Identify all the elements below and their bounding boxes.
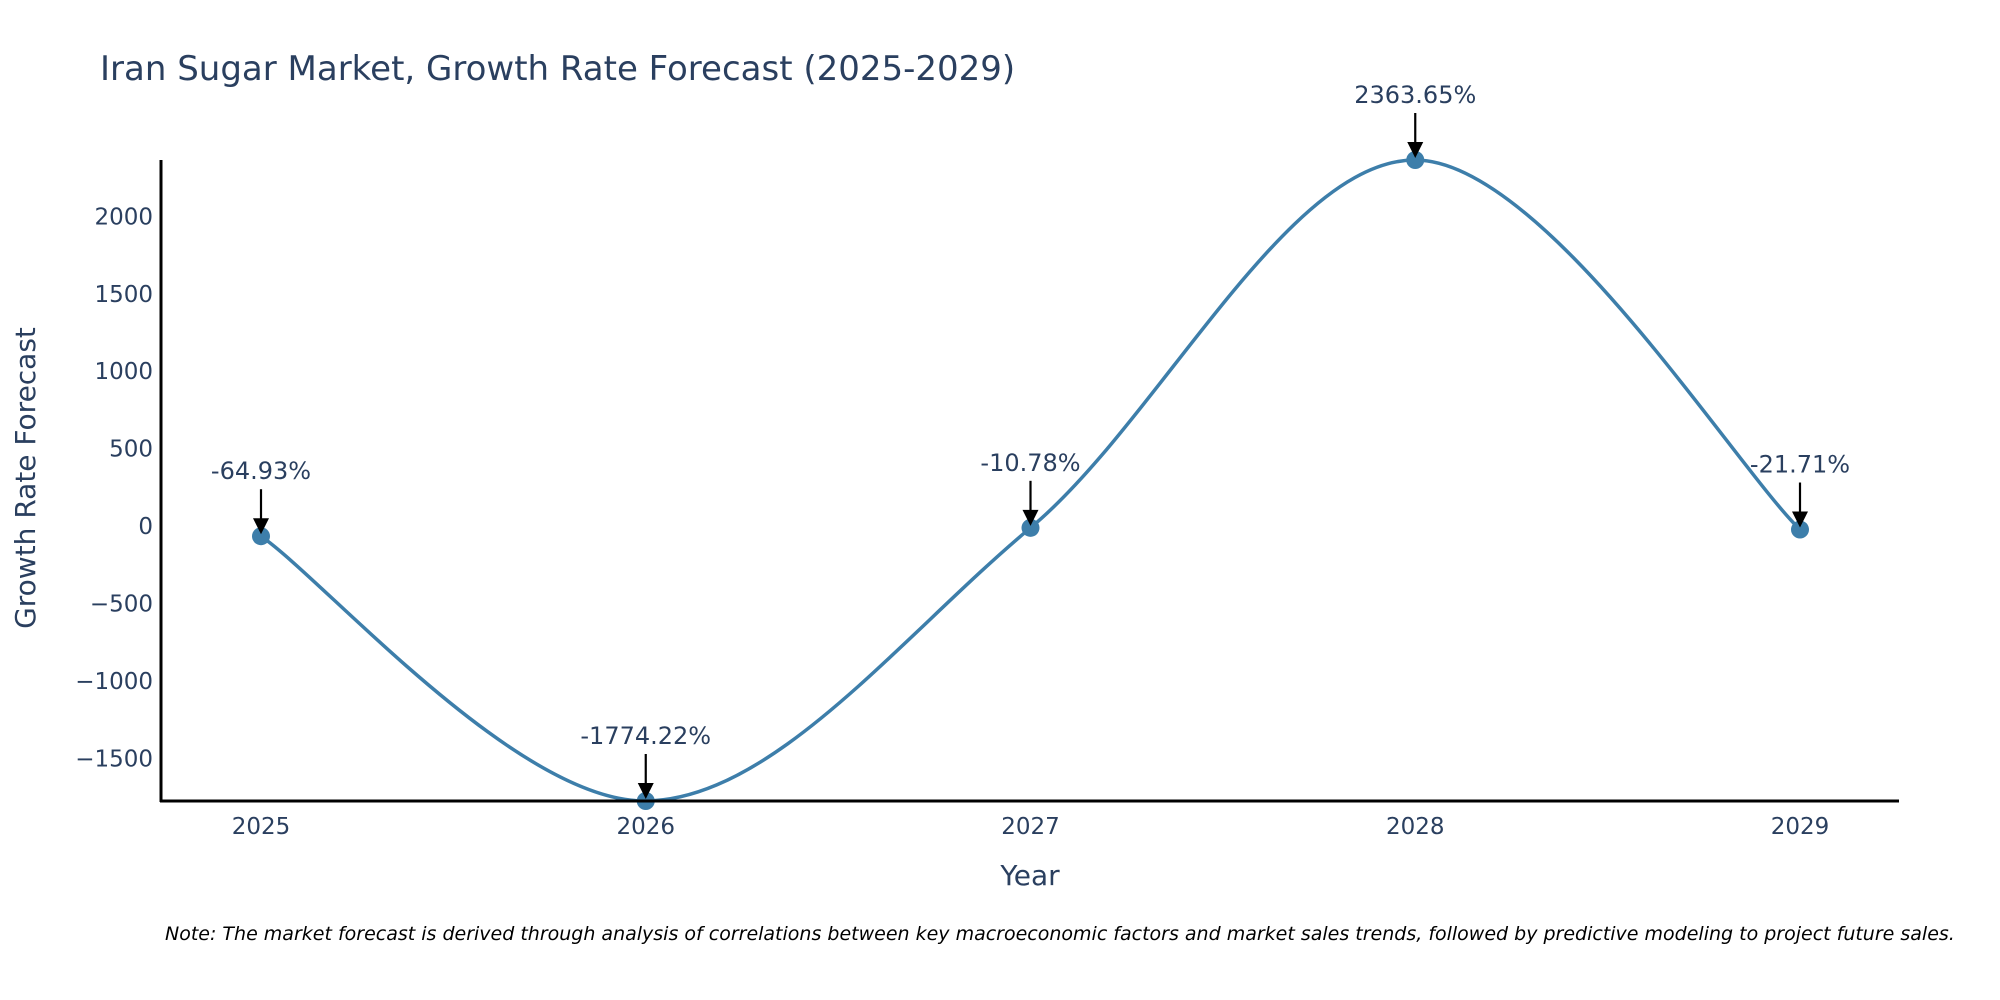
series-line [260,158,1802,803]
y-tick-label: 2000 [94,204,153,230]
x-axis-title: Year [999,859,1060,892]
data-label: -21.71% [1750,451,1850,479]
data-point [1021,518,1040,537]
y-axis-ticks: −1500 −1000 −500 0 500 1000 1500 2000 [75,204,153,772]
y-axis-title: Growth Rate Forecast [9,327,42,629]
y-tick-label: 500 [109,437,153,463]
data-label: -64.93% [211,457,311,485]
x-tick-label: 2028 [1386,814,1445,840]
data-point [252,527,270,546]
footnote: Note: The market forecast is derived thr… [165,923,1955,945]
data-label: 2363.65% [1354,81,1476,109]
series-markers [252,151,1809,810]
x-axis-ticks: 2025 2026 2027 2028 2029 [232,814,1830,840]
data-point [1791,520,1809,539]
annotation-arrowhead [637,783,654,799]
x-tick-label: 2025 [232,814,291,840]
x-tick-label: 2026 [616,814,675,840]
y-tick-label: −500 [90,592,153,618]
y-tick-label: −1500 [75,747,153,773]
annotation-arrowhead [1022,509,1039,526]
y-tick-label: 0 [138,514,153,540]
annotation-arrowhead [1792,511,1808,528]
y-tick-label: 1500 [94,282,153,308]
annotation-arrowhead [253,518,269,535]
data-point [1406,151,1425,169]
annotation-arrowhead [1407,142,1424,158]
chart-title: Iran Sugar Market, Growth Rate Forecast … [100,49,1015,89]
x-tick-label: 2027 [1001,814,1060,840]
y-tick-label: 1000 [94,359,153,385]
data-label: -10.78% [980,449,1080,477]
data-labels: -64.93% -1774.22% -10.78% 2363.65% -21.71% [211,81,1850,799]
data-label: -1774.22% [580,722,711,750]
y-tick-label: −1000 [75,669,153,695]
x-tick-label: 2029 [1771,814,1830,840]
